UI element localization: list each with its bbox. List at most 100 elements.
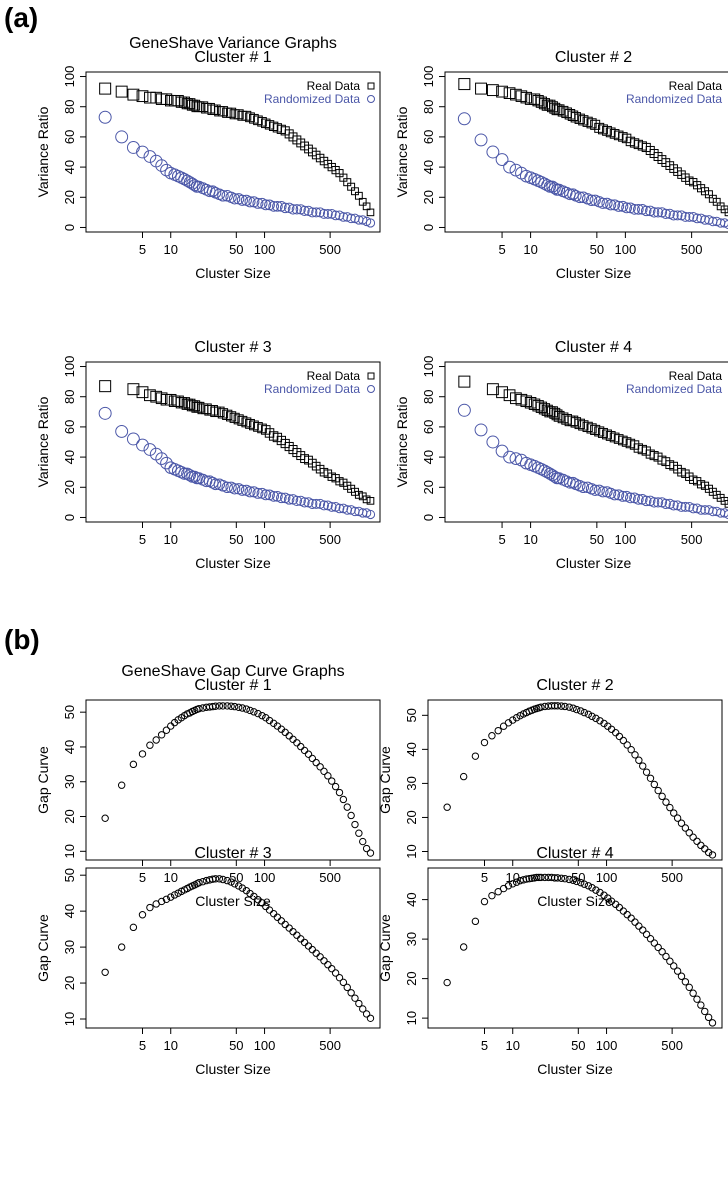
randomized-data-point	[287, 204, 299, 215]
gap-curve-point	[335, 973, 344, 982]
gap-curve-point	[285, 732, 293, 740]
randomized-data-point	[160, 163, 173, 177]
real-data-point	[172, 95, 184, 107]
gap-curve-point	[569, 876, 577, 884]
gap-curve-point	[588, 712, 596, 721]
gap-curve-point	[117, 781, 126, 789]
chart-title: Cluster # 3	[194, 845, 271, 862]
x-axis-label: Cluster Size	[556, 265, 632, 281]
gap-curve-point	[343, 803, 351, 811]
y-tick-label: 20	[421, 190, 436, 204]
randomized-data-point	[723, 509, 728, 520]
y-tick-label: 40	[62, 450, 77, 464]
chart-title: Cluster # 2	[555, 49, 632, 66]
y-tick-label: 50	[404, 708, 419, 722]
gap-curve-point	[708, 1019, 717, 1027]
gap-curve-point	[576, 878, 585, 887]
randomized-data-point	[291, 495, 303, 507]
randomized-data-point	[143, 150, 157, 163]
randomized-data-point	[252, 487, 264, 499]
legend-label: Real Data	[307, 79, 361, 93]
gap-curve-point	[572, 877, 581, 886]
real-data-point	[233, 109, 244, 120]
real-data-point	[549, 102, 561, 114]
randomized-data-point	[291, 204, 303, 215]
randomized-data-point	[283, 494, 295, 505]
gap-curve-point	[509, 716, 517, 724]
chart-title: Cluster # 4	[536, 845, 613, 862]
gap-curve-point	[277, 917, 286, 925]
randomized-data-point	[692, 503, 703, 514]
real-data-point	[570, 112, 582, 123]
x-tick-label: 500	[319, 532, 341, 547]
y-tick-label: 100	[62, 356, 77, 378]
real-data-point	[586, 423, 597, 434]
real-data-point	[160, 93, 173, 105]
x-axis-label: Cluster Size	[195, 555, 271, 571]
gap-curve-point	[242, 705, 251, 713]
plot-frame	[85, 361, 381, 523]
x-axis-label: Cluster Size	[537, 893, 613, 909]
gap-curve-point	[547, 873, 556, 882]
gap-curve-point	[308, 945, 317, 954]
y-tick-label: 30	[62, 940, 77, 954]
x-tick-label: 5	[139, 870, 146, 885]
randomized-data-point	[136, 145, 149, 159]
gap-curve-point	[646, 935, 655, 943]
x-axis-label: Cluster Size	[556, 555, 632, 571]
gap-curve-point	[565, 703, 573, 711]
randomized-data-point	[688, 503, 699, 514]
randomized-data-point	[346, 505, 356, 515]
gap-curve-point	[359, 837, 367, 846]
y-tick-label: 40	[62, 904, 77, 918]
gap-curve-point	[258, 711, 266, 720]
gap-curve-point	[509, 880, 517, 888]
gap-curve-point	[162, 726, 171, 734]
gap-curve-point	[328, 964, 336, 973]
randomized-data-point	[692, 213, 703, 224]
gap-curve-point	[195, 879, 203, 887]
y-tick-label: 20	[62, 976, 77, 990]
randomized-data-point	[509, 452, 523, 465]
real-data-point	[127, 88, 140, 101]
randomized-data-point	[326, 501, 337, 512]
gap-curve-point	[312, 949, 320, 957]
y-tick-label: 100	[62, 66, 77, 88]
real-data-point	[233, 414, 244, 425]
y-tick-label: 60	[62, 130, 77, 144]
randomized-data-point	[629, 203, 640, 215]
x-tick-label: 5	[481, 1038, 488, 1053]
randomized-data-point	[676, 501, 687, 512]
randomized-data-point	[640, 205, 652, 217]
y-tick-label: 100	[421, 66, 436, 88]
randomized-data-point	[621, 202, 633, 214]
randomized-data-point	[652, 207, 664, 218]
real-data-point	[144, 91, 156, 104]
gap-curve-point	[627, 914, 635, 922]
randomized-data-point	[260, 199, 272, 211]
randomized-data-point	[126, 141, 140, 154]
real-data-point	[503, 87, 516, 99]
chart-7: Cluster # 3 5 10 50 100 500 Cluster Size 10 20 30…	[35, 845, 381, 1077]
gap-curve-point	[693, 837, 701, 845]
randomized-data-point	[299, 497, 310, 508]
gap-curve-point	[537, 873, 545, 882]
randomized-data-point	[680, 501, 691, 512]
gap-curve-point	[532, 873, 541, 882]
x-tick-label: 10	[163, 1038, 177, 1053]
randomized-data-point	[365, 509, 376, 520]
real-data-point	[172, 395, 184, 407]
randomized-data-point	[696, 213, 706, 224]
gap-curve-point	[623, 910, 631, 919]
x-tick-label: 10	[523, 242, 537, 257]
gap-curve-point	[494, 726, 502, 735]
chart-4: Cluster # 4 5 10 50 100 500 Cluster Size 0 20 40 6…	[394, 339, 728, 571]
x-tick-label: 100	[254, 532, 276, 547]
gap-curve-point	[162, 895, 171, 903]
gap-curve-point	[285, 924, 293, 932]
legend-label: Real Data	[669, 369, 723, 383]
panel-label-a: (a)	[4, 2, 39, 33]
x-tick-label: 50	[590, 242, 604, 257]
randomized-data-point	[617, 490, 629, 502]
